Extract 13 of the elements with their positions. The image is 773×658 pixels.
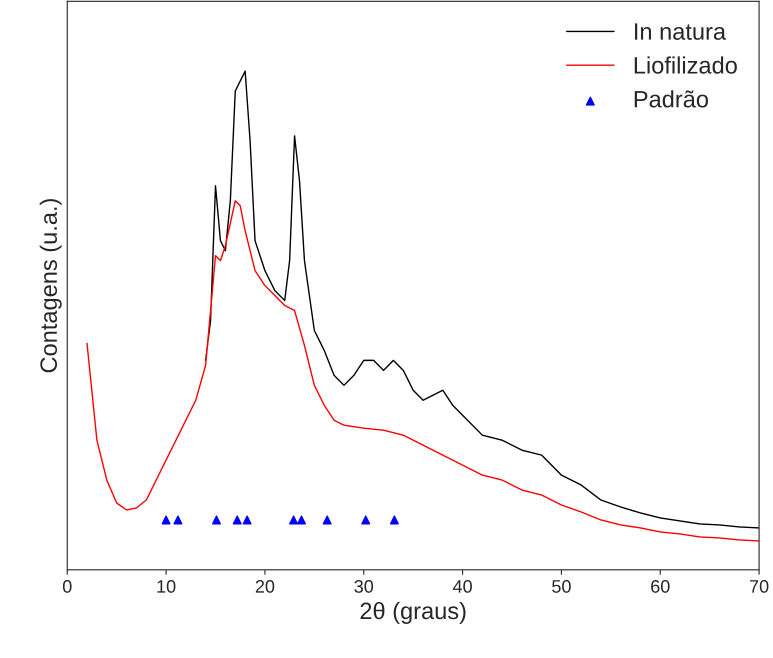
x-tick-label: 70	[750, 580, 768, 593]
x-tick-label: 60	[651, 580, 670, 593]
x-tick-label: 20	[256, 580, 274, 593]
x-tick-label: 0	[62, 580, 72, 593]
legend-label: Liofilizado	[634, 56, 737, 74]
y-axis-title: Contagens (u.a.)	[40, 199, 62, 372]
x-tick-label: 40	[452, 580, 472, 593]
x-tick-label: 10	[157, 580, 176, 593]
x-tick-label: 50	[552, 580, 571, 593]
legend-label: In natura	[635, 23, 726, 40]
x-tick-label: 30	[354, 580, 374, 593]
x-axis-title: 2θ (graus)	[360, 602, 466, 624]
legend-label: Padrão	[634, 90, 708, 108]
